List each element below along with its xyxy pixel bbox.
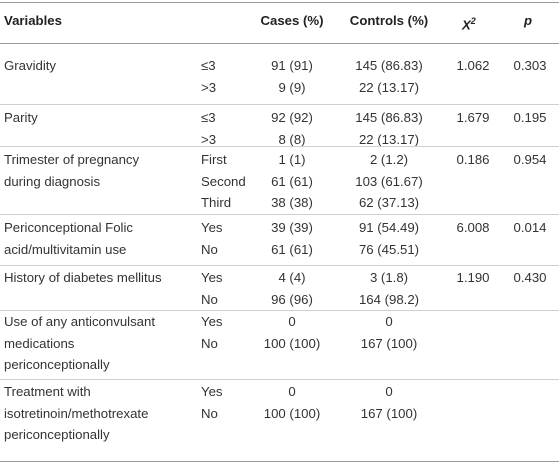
controls-value: 167 (100) xyxy=(360,405,418,421)
level-label: Second xyxy=(201,173,246,189)
controls-value: 103 (61.67) xyxy=(355,173,423,189)
header-variables: Variables xyxy=(4,13,62,28)
chi-square-value: 1.679 xyxy=(456,110,490,125)
p-value: 0.303 xyxy=(513,58,547,73)
row-divider xyxy=(0,146,559,147)
variable-label: medications xyxy=(4,335,75,351)
controls-value: 91 (54.49) xyxy=(358,220,420,235)
level-label: First xyxy=(201,152,227,167)
chi-square-value: 1.190 xyxy=(456,270,490,285)
cases-value: 0 xyxy=(288,314,296,329)
variable-label: Treatment with xyxy=(4,384,91,399)
variable-label: Periconceptional Folic xyxy=(4,220,134,235)
level-label: ≤3 xyxy=(201,110,216,125)
controls-value: 0 xyxy=(385,314,393,329)
header-controls: Controls (%) xyxy=(349,13,429,28)
controls-value: 145 (86.83) xyxy=(355,58,423,73)
level-label: Yes xyxy=(201,270,223,285)
variable-label: acid/multivitamin use xyxy=(4,241,127,257)
chi-square-value: 0.186 xyxy=(456,152,490,167)
cases-value: 8 (8) xyxy=(278,131,306,147)
controls-value: 2 (1.2) xyxy=(369,152,409,167)
level-label: Yes xyxy=(201,314,223,329)
level-label: No xyxy=(201,405,218,421)
bottom-rule xyxy=(0,461,559,462)
p-value: 0.954 xyxy=(513,152,547,167)
top-rule xyxy=(0,2,559,3)
p-value: 0.014 xyxy=(513,220,547,235)
variable-label: Trimester of pregnancy xyxy=(4,152,140,167)
cases-value: 39 (39) xyxy=(271,220,313,235)
p-value: 0.430 xyxy=(513,270,547,285)
variable-label: Gravidity xyxy=(4,58,57,73)
level-label: No xyxy=(201,241,218,257)
level-label: >3 xyxy=(201,79,217,95)
chi-square-value: 6.008 xyxy=(456,220,490,235)
chi-square-value: 1.062 xyxy=(456,58,490,73)
row-divider xyxy=(0,214,559,215)
variable-label: during diagnosis xyxy=(4,173,101,189)
header-chi-square: X2 xyxy=(462,13,476,33)
header-cases: Cases (%) xyxy=(260,13,324,28)
controls-value: 167 (100) xyxy=(360,335,418,351)
cases-value: 100 (100) xyxy=(263,335,321,351)
p-value: 0.195 xyxy=(513,110,547,125)
controls-value: 0 xyxy=(385,384,393,399)
row-divider xyxy=(0,104,559,105)
controls-value: 145 (86.83) xyxy=(355,110,423,125)
cases-value: 61 (61) xyxy=(271,173,313,189)
cases-value: 1 (1) xyxy=(278,152,306,167)
cases-value: 4 (4) xyxy=(278,270,306,285)
level-label: >3 xyxy=(201,131,217,147)
controls-value: 62 (37.13) xyxy=(358,195,420,210)
cases-value: 100 (100) xyxy=(263,405,321,421)
variable-label: History of diabetes mellitus xyxy=(4,270,162,285)
variable-label: periconceptionally xyxy=(4,427,110,442)
variable-label: Parity xyxy=(4,110,38,125)
controls-value: 76 (45.51) xyxy=(358,241,420,257)
cases-value: 0 xyxy=(288,384,296,399)
cases-value: 9 (9) xyxy=(278,79,306,95)
chi-superscript: 2 xyxy=(470,16,476,26)
variable-label: Use of any anticonvulsant xyxy=(4,314,156,329)
controls-value: 22 (13.17) xyxy=(358,79,420,95)
cases-value: 91 (91) xyxy=(271,58,313,73)
variable-label: periconceptionally xyxy=(4,357,110,372)
chi-label: X xyxy=(462,17,471,33)
cases-value: 38 (38) xyxy=(271,195,313,210)
cases-value: 92 (92) xyxy=(271,110,313,125)
cases-value: 61 (61) xyxy=(271,241,313,257)
level-label: ≤3 xyxy=(201,58,216,73)
level-label: Third xyxy=(201,195,232,210)
header-rule xyxy=(0,43,559,44)
level-label: Yes xyxy=(201,384,223,399)
level-label: Yes xyxy=(201,220,223,235)
header-p: p xyxy=(524,13,533,28)
level-label: No xyxy=(201,291,218,307)
controls-value: 22 (13.17) xyxy=(358,131,420,147)
cases-value: 96 (96) xyxy=(271,291,313,307)
row-divider xyxy=(0,265,559,266)
controls-value: 164 (98.2) xyxy=(358,291,420,307)
controls-value: 3 (1.8) xyxy=(369,270,409,285)
row-divider xyxy=(0,310,559,311)
level-label: No xyxy=(201,335,218,351)
variable-label: isotretinoin/methotrexate xyxy=(4,405,149,421)
row-divider xyxy=(0,379,559,380)
